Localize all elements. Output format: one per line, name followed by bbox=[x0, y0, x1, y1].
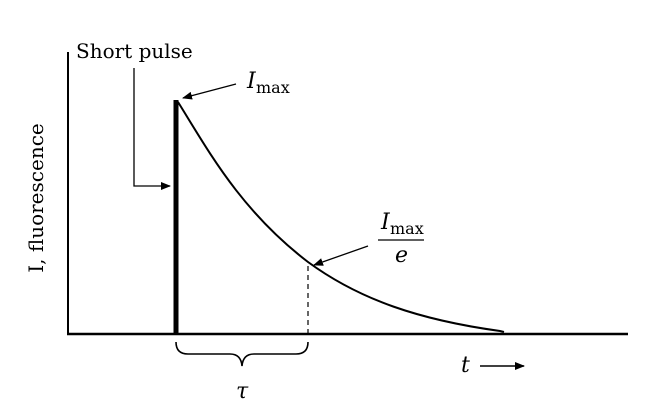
fraction-arrow bbox=[313, 245, 369, 266]
tau-label: τ bbox=[236, 379, 249, 404]
fraction-label-denominator: e bbox=[395, 243, 408, 268]
tau-brace bbox=[175, 341, 309, 367]
peak-label-symbol: I bbox=[246, 69, 257, 94]
peak-arrow bbox=[182, 83, 237, 100]
fraction-label: I max e bbox=[378, 210, 424, 268]
fraction-label-symbol: I bbox=[380, 210, 391, 235]
peak-label-subscript: max bbox=[256, 78, 290, 97]
x-axis-label: t bbox=[461, 353, 470, 378]
peak-label: I max bbox=[246, 69, 290, 97]
decay-curve bbox=[177, 101, 505, 333]
pulse-arrow bbox=[133, 68, 171, 190]
y-axis-label: I, fluorescence bbox=[24, 123, 48, 273]
fraction-label-subscript: max bbox=[390, 219, 424, 238]
pulse-label: Short pulse bbox=[76, 39, 193, 63]
